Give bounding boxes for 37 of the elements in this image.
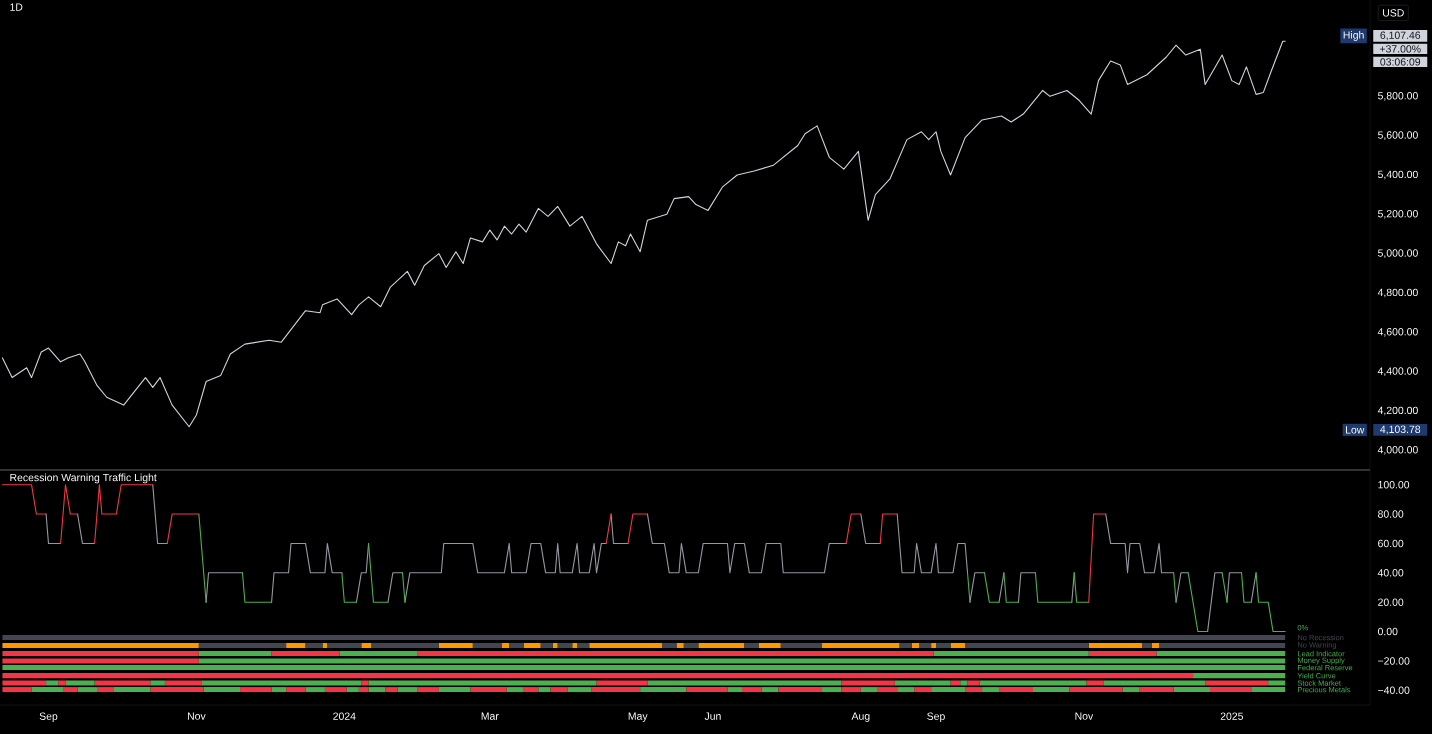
text: 6,107.46 — [1380, 31, 1421, 41]
y-tick-label: 80.00 — [1378, 510, 1404, 518]
text: +37.00% — [1379, 45, 1421, 53]
text: USD — [1383, 9, 1404, 17]
y-tick-label: −20.00 — [1378, 657, 1410, 665]
text: 03:06:09 — [1380, 58, 1421, 66]
chart-title: 1D — [10, 3, 23, 11]
y-tick-label: 5,800.00 — [1377, 92, 1418, 101]
x-tick-label: Nov — [1075, 712, 1094, 720]
x-tick-label: Jun — [704, 712, 721, 720]
y-tick-label: 5,400.00 — [1377, 170, 1418, 180]
y-tick-label: 60.00 — [1378, 539, 1404, 548]
annotation: High — [1343, 31, 1364, 41]
x-tick-label: 2025 — [1220, 712, 1244, 720]
y-tick-label: 5,000.00 — [1377, 249, 1418, 258]
y-tick-label: 5,200.00 — [1377, 210, 1418, 219]
annotation: Low — [1346, 426, 1365, 434]
x-tick-label: May — [628, 712, 648, 722]
x-tick-label: Sep — [927, 712, 945, 722]
chart-title: Recession Warning Traffic Light — [10, 473, 157, 484]
y-tick-label: 100.00 — [1378, 480, 1410, 489]
y-tick-label: 5,600.00 — [1377, 131, 1418, 141]
y-tick-label: 4,200.00 — [1377, 406, 1418, 416]
x-tick-label: 2024 — [333, 712, 356, 720]
y-tick-label: 0.00 — [1377, 627, 1398, 636]
x-tick-label: Mar — [481, 712, 499, 720]
y-tick-label: 4,800.00 — [1377, 288, 1418, 298]
x-tick-label: Aug — [851, 712, 870, 722]
y-tick-label: 4,600.00 — [1377, 328, 1418, 337]
y-tick-label: 4,400.00 — [1377, 367, 1418, 376]
y-tick-label: −40.00 — [1378, 686, 1410, 695]
y-tick-label: 4,000.00 — [1377, 446, 1418, 455]
x-tick-label: Nov — [187, 712, 206, 720]
x-tick-label: Sep — [39, 712, 58, 722]
text: 4,103.78 — [1380, 425, 1421, 435]
y-tick-label: 20.00 — [1378, 598, 1404, 606]
y-tick-label: 40.00 — [1377, 569, 1404, 577]
